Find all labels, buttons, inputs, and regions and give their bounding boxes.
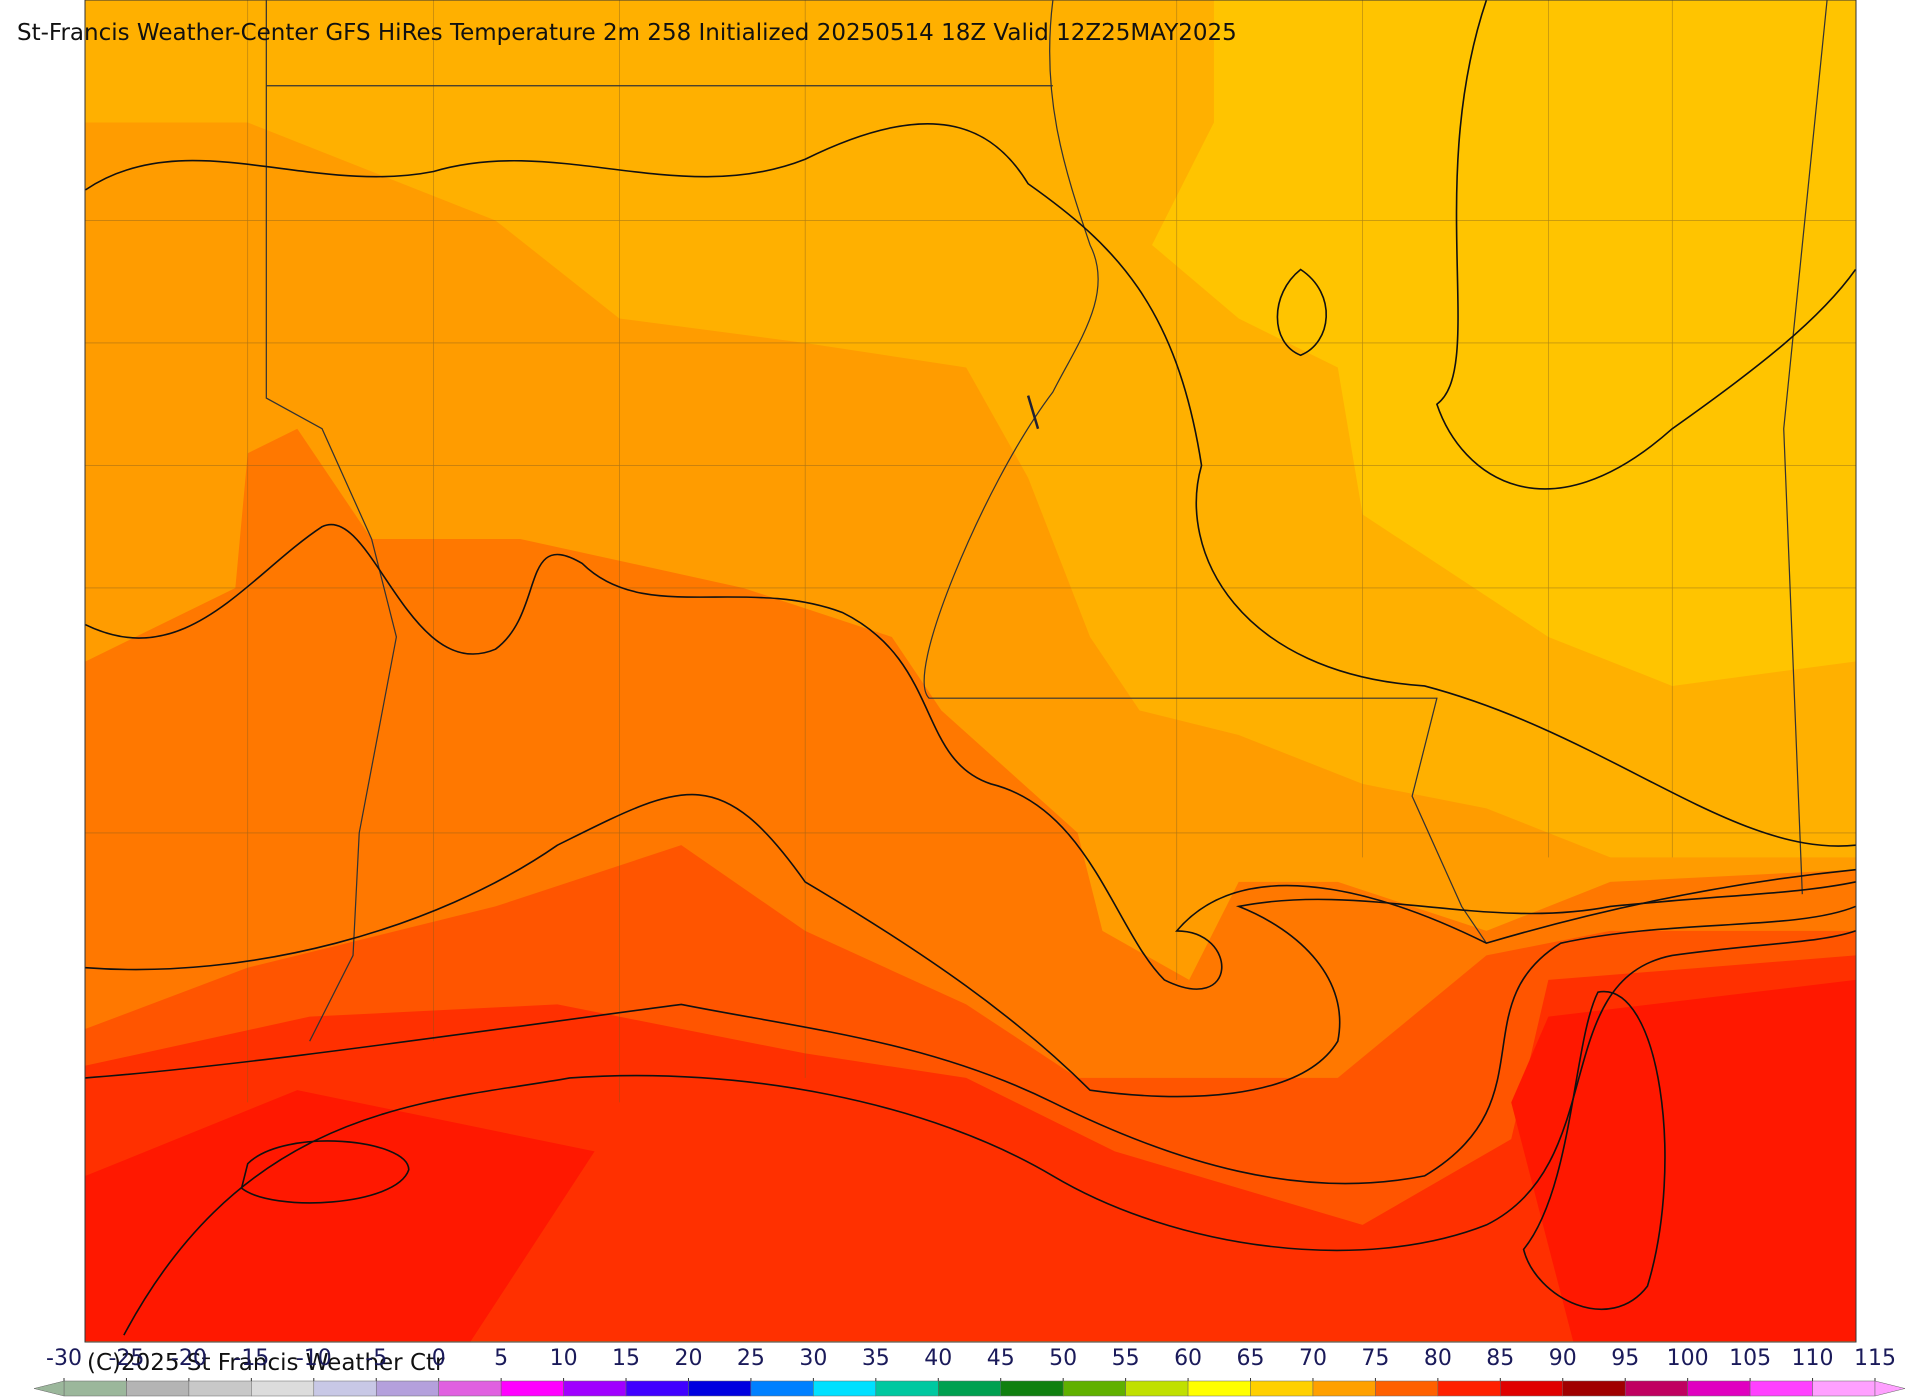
colorbar-tick-label: 55 [1112, 1346, 1140, 1371]
colorbar-segment [188, 1380, 252, 1397]
contour [85, 905, 1856, 1185]
colorbar-tick-label: 95 [1611, 1346, 1639, 1371]
colorbar-tick-label: -20 [171, 1346, 207, 1371]
wind-barb [1026, 395, 1040, 430]
state-borders [265, 0, 1828, 1042]
colorbar-tick-label: -30 [46, 1346, 82, 1371]
colorbar-segment [813, 1380, 877, 1397]
colorbar-segment [251, 1380, 315, 1397]
map-title: St-Francis Weather-Center GFS HiRes Temp… [17, 20, 1237, 46]
contour [123, 930, 1856, 1336]
colorbar-arrow [1874, 1380, 1906, 1397]
map [85, 0, 1856, 1342]
colorbar-segment [1749, 1380, 1813, 1397]
colorbar-segment [500, 1380, 564, 1397]
colorbar-tick-label: 100 [1667, 1346, 1709, 1371]
contour [1435, 0, 1856, 490]
colorbar-segment [1250, 1380, 1314, 1397]
colorbar-segment [625, 1380, 689, 1397]
colorbar-tick-label: -25 [108, 1346, 144, 1371]
colorbar-tick-label: 105 [1729, 1346, 1771, 1371]
colorbar-tick-label: 45 [987, 1346, 1015, 1371]
colorbar-tick-label: 10 [550, 1346, 578, 1371]
contour [85, 122, 1856, 847]
colorbar-tick-label: 20 [674, 1346, 702, 1371]
contour [85, 523, 1856, 990]
colorbar-tick-label: 25 [737, 1346, 765, 1371]
colorbar-segment [563, 1380, 627, 1397]
temp-fill [1511, 979, 1856, 1342]
colorbar-segment [688, 1380, 752, 1397]
colorbar-segment [126, 1380, 190, 1397]
colorbar: -30 -25 -20 -15 -10 -5 0 5 10 15 20 25 30 35 40 45 50 55 6… [33, 1346, 1906, 1397]
colorbar-segment [1812, 1380, 1876, 1397]
colorbar-tick-label: 75 [1361, 1346, 1389, 1371]
contour [85, 793, 1856, 1098]
county-lines [85, 0, 1856, 1103]
colorbar-tick-label: 30 [799, 1346, 827, 1371]
colorbar-segment [313, 1380, 377, 1397]
colorbar-tick-label: 15 [612, 1346, 640, 1371]
colorbar-tick-label: 85 [1486, 1346, 1514, 1371]
colorbar-segment [1375, 1380, 1439, 1397]
colorbar-tick-label: 80 [1424, 1346, 1452, 1371]
contour [1276, 268, 1327, 357]
colorbar-segment [1437, 1380, 1501, 1397]
colorbar-arrow [33, 1380, 65, 1397]
contour [240, 1140, 410, 1204]
colorbar-tick-label: -10 [296, 1346, 332, 1371]
colorbar-tick-label: 40 [924, 1346, 952, 1371]
contour [1522, 990, 1666, 1310]
colorbar-segment [1187, 1380, 1251, 1397]
colorbar-tick-label: -5 [365, 1346, 387, 1371]
colorbar-tick-label: 50 [1049, 1346, 1077, 1371]
colorbar-segment [938, 1380, 1001, 1397]
colorbar-segment [438, 1380, 502, 1397]
colorbar-segment [1125, 1380, 1189, 1397]
colorbar-segment [1062, 1380, 1126, 1397]
colorbar-segment [1000, 1380, 1064, 1397]
colorbar-segment [375, 1380, 439, 1397]
map-frame [84, 0, 1857, 1343]
colorbar-tick-label: 35 [862, 1346, 890, 1371]
colorbar-segment [63, 1380, 127, 1397]
colorbar-tick-label: 90 [1549, 1346, 1577, 1371]
colorbar-tick-label: 60 [1174, 1346, 1202, 1371]
colorbar-tick-label: -15 [233, 1346, 269, 1371]
colorbar-segment [1312, 1380, 1376, 1397]
colorbar-segment [1624, 1380, 1688, 1397]
colorbar-tick-label: 5 [494, 1346, 508, 1371]
colorbar-segment [875, 1380, 939, 1397]
colorbar-tick-label: 0 [432, 1346, 446, 1371]
temp-fill [85, 1090, 595, 1342]
colorbar-segment [750, 1380, 814, 1397]
colorbar-tick-label: 115 [1854, 1346, 1896, 1371]
colorbar-tick-label: 65 [1237, 1346, 1265, 1371]
colorbar-tick-label: 70 [1299, 1346, 1327, 1371]
colorbar-segment [1687, 1380, 1751, 1397]
credit: (C)2025 St Francis Weather Ctr [87, 1350, 445, 1376]
colorbar-segment [1562, 1380, 1626, 1397]
colorbar-tick-label: 110 [1792, 1346, 1834, 1371]
colorbar-segment [1500, 1380, 1564, 1397]
